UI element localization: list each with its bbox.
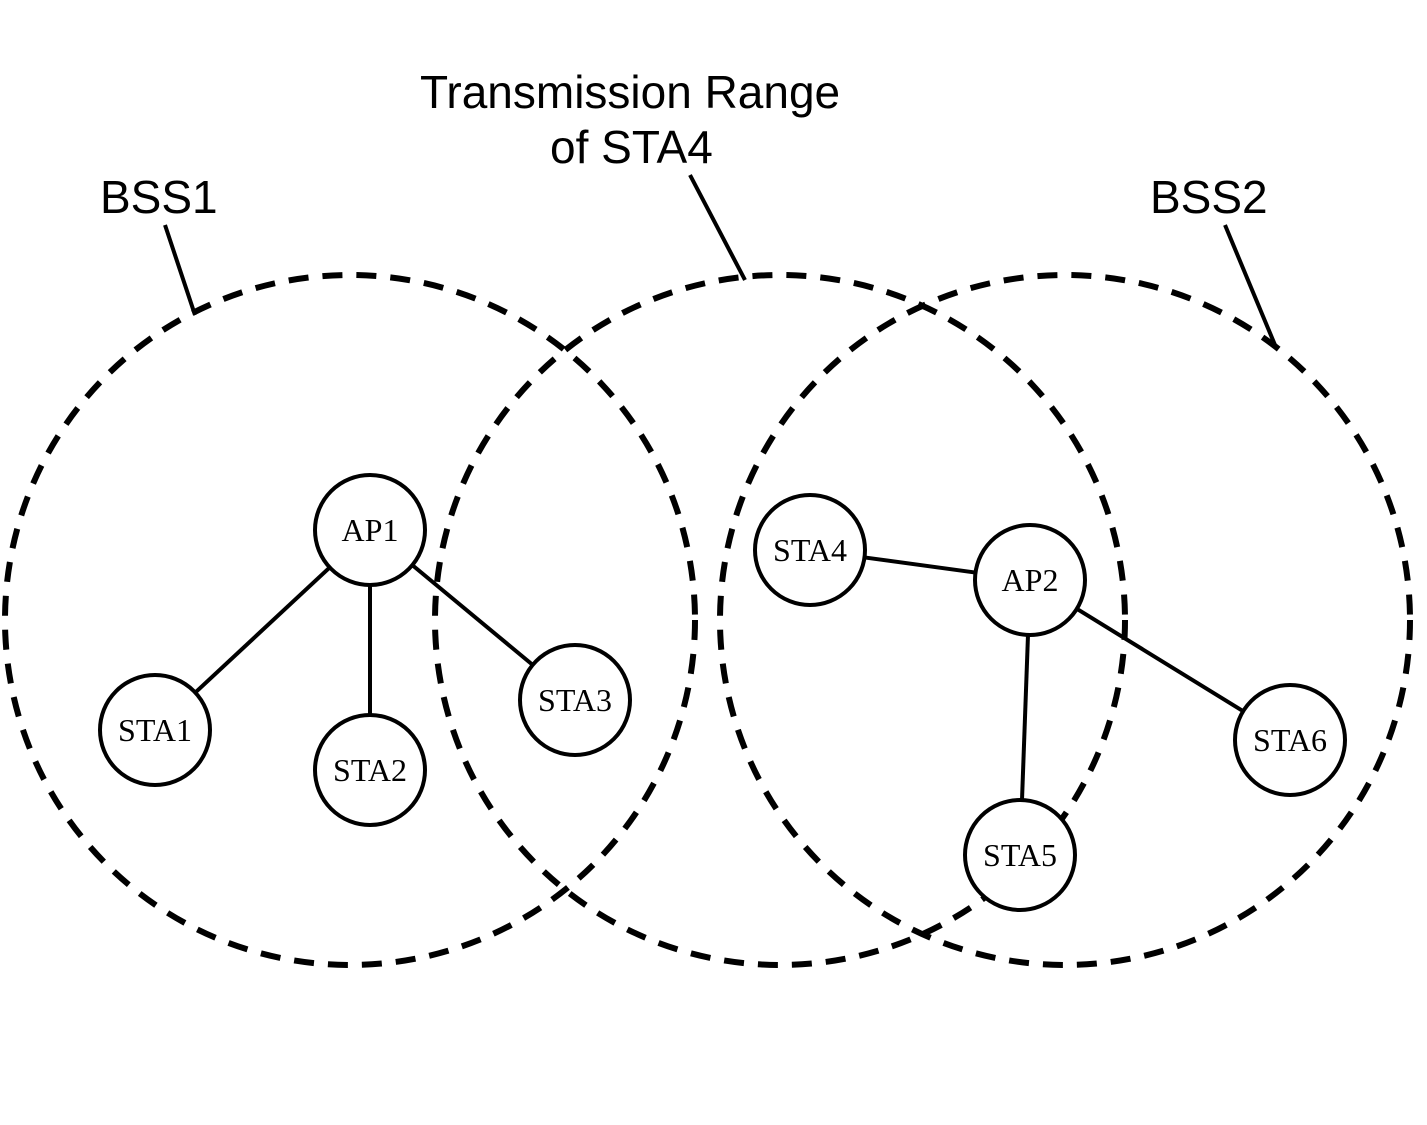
edge-AP1-STA1 bbox=[195, 567, 329, 692]
node-label-STA2: STA2 bbox=[333, 752, 407, 788]
edge-AP2-STA6 bbox=[1077, 609, 1243, 711]
leader-lbl-bss1 bbox=[165, 225, 195, 315]
edge-AP1-STA3 bbox=[412, 565, 532, 665]
diagram-canvas: AP1 STA1 STA2 STA3 STA4 AP2 STA5 STA6 bbox=[0, 0, 1427, 1125]
node-label-STA6: STA6 bbox=[1253, 722, 1327, 758]
lbl-bss1: BSS1 bbox=[100, 170, 218, 224]
edge-AP2-STA4 bbox=[864, 557, 975, 572]
lbl-bss2: BSS2 bbox=[1150, 170, 1268, 224]
node-label-AP2: AP2 bbox=[1002, 562, 1059, 598]
node-label-STA3: STA3 bbox=[538, 682, 612, 718]
node-label-STA4: STA4 bbox=[773, 532, 847, 568]
leader-lbl-sta4r2 bbox=[690, 175, 745, 280]
range-bss1 bbox=[5, 275, 695, 965]
edge-AP2-STA5 bbox=[1022, 635, 1028, 800]
node-label-STA1: STA1 bbox=[118, 712, 192, 748]
lbl-sta4r2: of STA4 bbox=[550, 120, 713, 174]
node-label-STA5: STA5 bbox=[983, 837, 1057, 873]
node-label-AP1: AP1 bbox=[342, 512, 399, 548]
lbl-sta4r1: Transmission Range bbox=[420, 65, 840, 119]
